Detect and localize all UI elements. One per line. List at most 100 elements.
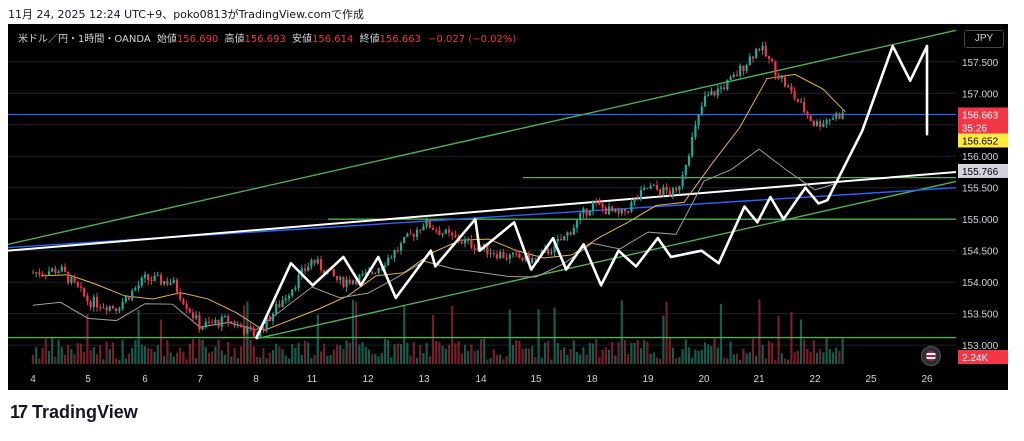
candle-body — [806, 112, 809, 116]
candle-body — [35, 272, 38, 274]
volume-bar — [751, 338, 755, 364]
volume-bar — [454, 343, 457, 364]
candle-body — [492, 253, 495, 255]
volume-bar — [700, 349, 703, 364]
volume-bar — [735, 353, 739, 364]
volume-bar — [358, 344, 361, 364]
volume-bar — [463, 344, 467, 364]
volume-bar — [438, 341, 441, 364]
volume-bar — [441, 345, 444, 364]
zigzag-line — [254, 44, 929, 340]
volume-bar — [515, 339, 518, 364]
volume-bar — [627, 354, 630, 364]
candle-body — [550, 252, 553, 254]
symbol-label[interactable]: 米ドル／円・1時間・OANDA — [18, 34, 151, 45]
volume-bar — [668, 338, 671, 364]
candle-body — [419, 229, 422, 231]
candle-body — [771, 58, 774, 62]
candle-body — [169, 283, 172, 285]
candle-body — [361, 273, 364, 275]
candle-body — [287, 295, 291, 299]
volume-bar — [585, 354, 588, 364]
volume-bar — [543, 342, 547, 364]
candle-body — [790, 86, 793, 91]
high-label: 高値 — [224, 34, 245, 45]
candle-body — [588, 210, 591, 216]
tradingview-logo[interactable]: 17 TradingView — [10, 402, 138, 423]
chart-panel[interactable]: 157.500157.000156.500156.000155.500155.0… — [7, 24, 1008, 390]
volume-bar — [415, 357, 419, 364]
candle-body — [319, 259, 323, 271]
volume-bar — [595, 338, 598, 364]
volume-bar — [127, 353, 131, 364]
candle-body — [383, 265, 387, 268]
candle-body — [767, 56, 771, 59]
volume-bar — [505, 356, 508, 364]
candle-body — [303, 268, 307, 271]
candle-body — [556, 238, 559, 242]
volume-bar — [470, 344, 473, 364]
candle-body — [159, 274, 163, 285]
volume-bar — [764, 358, 767, 364]
countdown-label: 35:26 — [962, 123, 987, 134]
candle-body — [534, 258, 537, 260]
volume-bar — [748, 352, 751, 364]
candle-body — [137, 285, 140, 289]
candle-body — [572, 227, 575, 235]
volume-bar — [473, 351, 476, 364]
candle-body — [425, 219, 428, 227]
candle-body — [563, 236, 566, 241]
volume-bar — [185, 359, 188, 364]
candle-body — [227, 316, 230, 322]
candle-body — [233, 321, 236, 326]
volume-bar — [89, 350, 92, 364]
candle-body — [604, 207, 607, 215]
us-flag-icon[interactable] — [921, 346, 941, 366]
volume-bar — [383, 339, 387, 364]
candle-body — [703, 95, 707, 107]
candle-body — [332, 269, 335, 277]
volume-bar — [559, 349, 563, 364]
candle-body — [355, 280, 358, 285]
volume-bar — [623, 339, 627, 364]
volume-bar — [828, 349, 831, 364]
candle-body — [787, 86, 790, 88]
volume-bar — [681, 349, 684, 364]
brand-name: TradingView — [32, 402, 138, 422]
ohlc-legend: 米ドル／円・1時間・OANDA 始値156.690 高値156.693 安値15… — [18, 30, 516, 45]
candle-body — [406, 233, 409, 237]
volume-bar — [390, 357, 393, 364]
candle-body — [486, 243, 489, 254]
volume-bar — [422, 353, 425, 364]
currency-button[interactable]: JPY — [964, 30, 1004, 48]
candle-body — [179, 292, 182, 300]
volume-bar — [511, 345, 515, 364]
candle-body — [803, 101, 806, 113]
volume-bar — [271, 349, 275, 364]
x-tick-label: 8 — [253, 374, 259, 385]
candle-body — [681, 175, 684, 187]
volume-bar — [268, 352, 271, 364]
volume-bar — [156, 345, 159, 364]
volume-bar — [339, 345, 342, 364]
candle-body — [243, 327, 246, 334]
volume-bar — [191, 339, 195, 364]
candle-body — [815, 121, 819, 126]
candle-body — [393, 250, 396, 258]
candle-body — [265, 316, 268, 331]
volume-bar — [275, 343, 278, 364]
volume-bar — [620, 300, 623, 364]
candle-body — [479, 247, 483, 249]
candle-body — [614, 208, 617, 212]
candle-body — [342, 277, 345, 287]
candle-body — [409, 233, 412, 235]
price-chart[interactable]: 157.500157.000156.500156.000155.500155.0… — [7, 24, 1008, 390]
candle-body — [470, 239, 473, 248]
volume-bar — [662, 315, 665, 364]
candle-body — [732, 74, 735, 78]
volume-bar — [710, 345, 713, 364]
volume-bar — [499, 354, 502, 364]
candle-body — [726, 79, 729, 90]
bid-price-label-bg — [958, 133, 1008, 148]
volume-bar — [547, 340, 550, 364]
